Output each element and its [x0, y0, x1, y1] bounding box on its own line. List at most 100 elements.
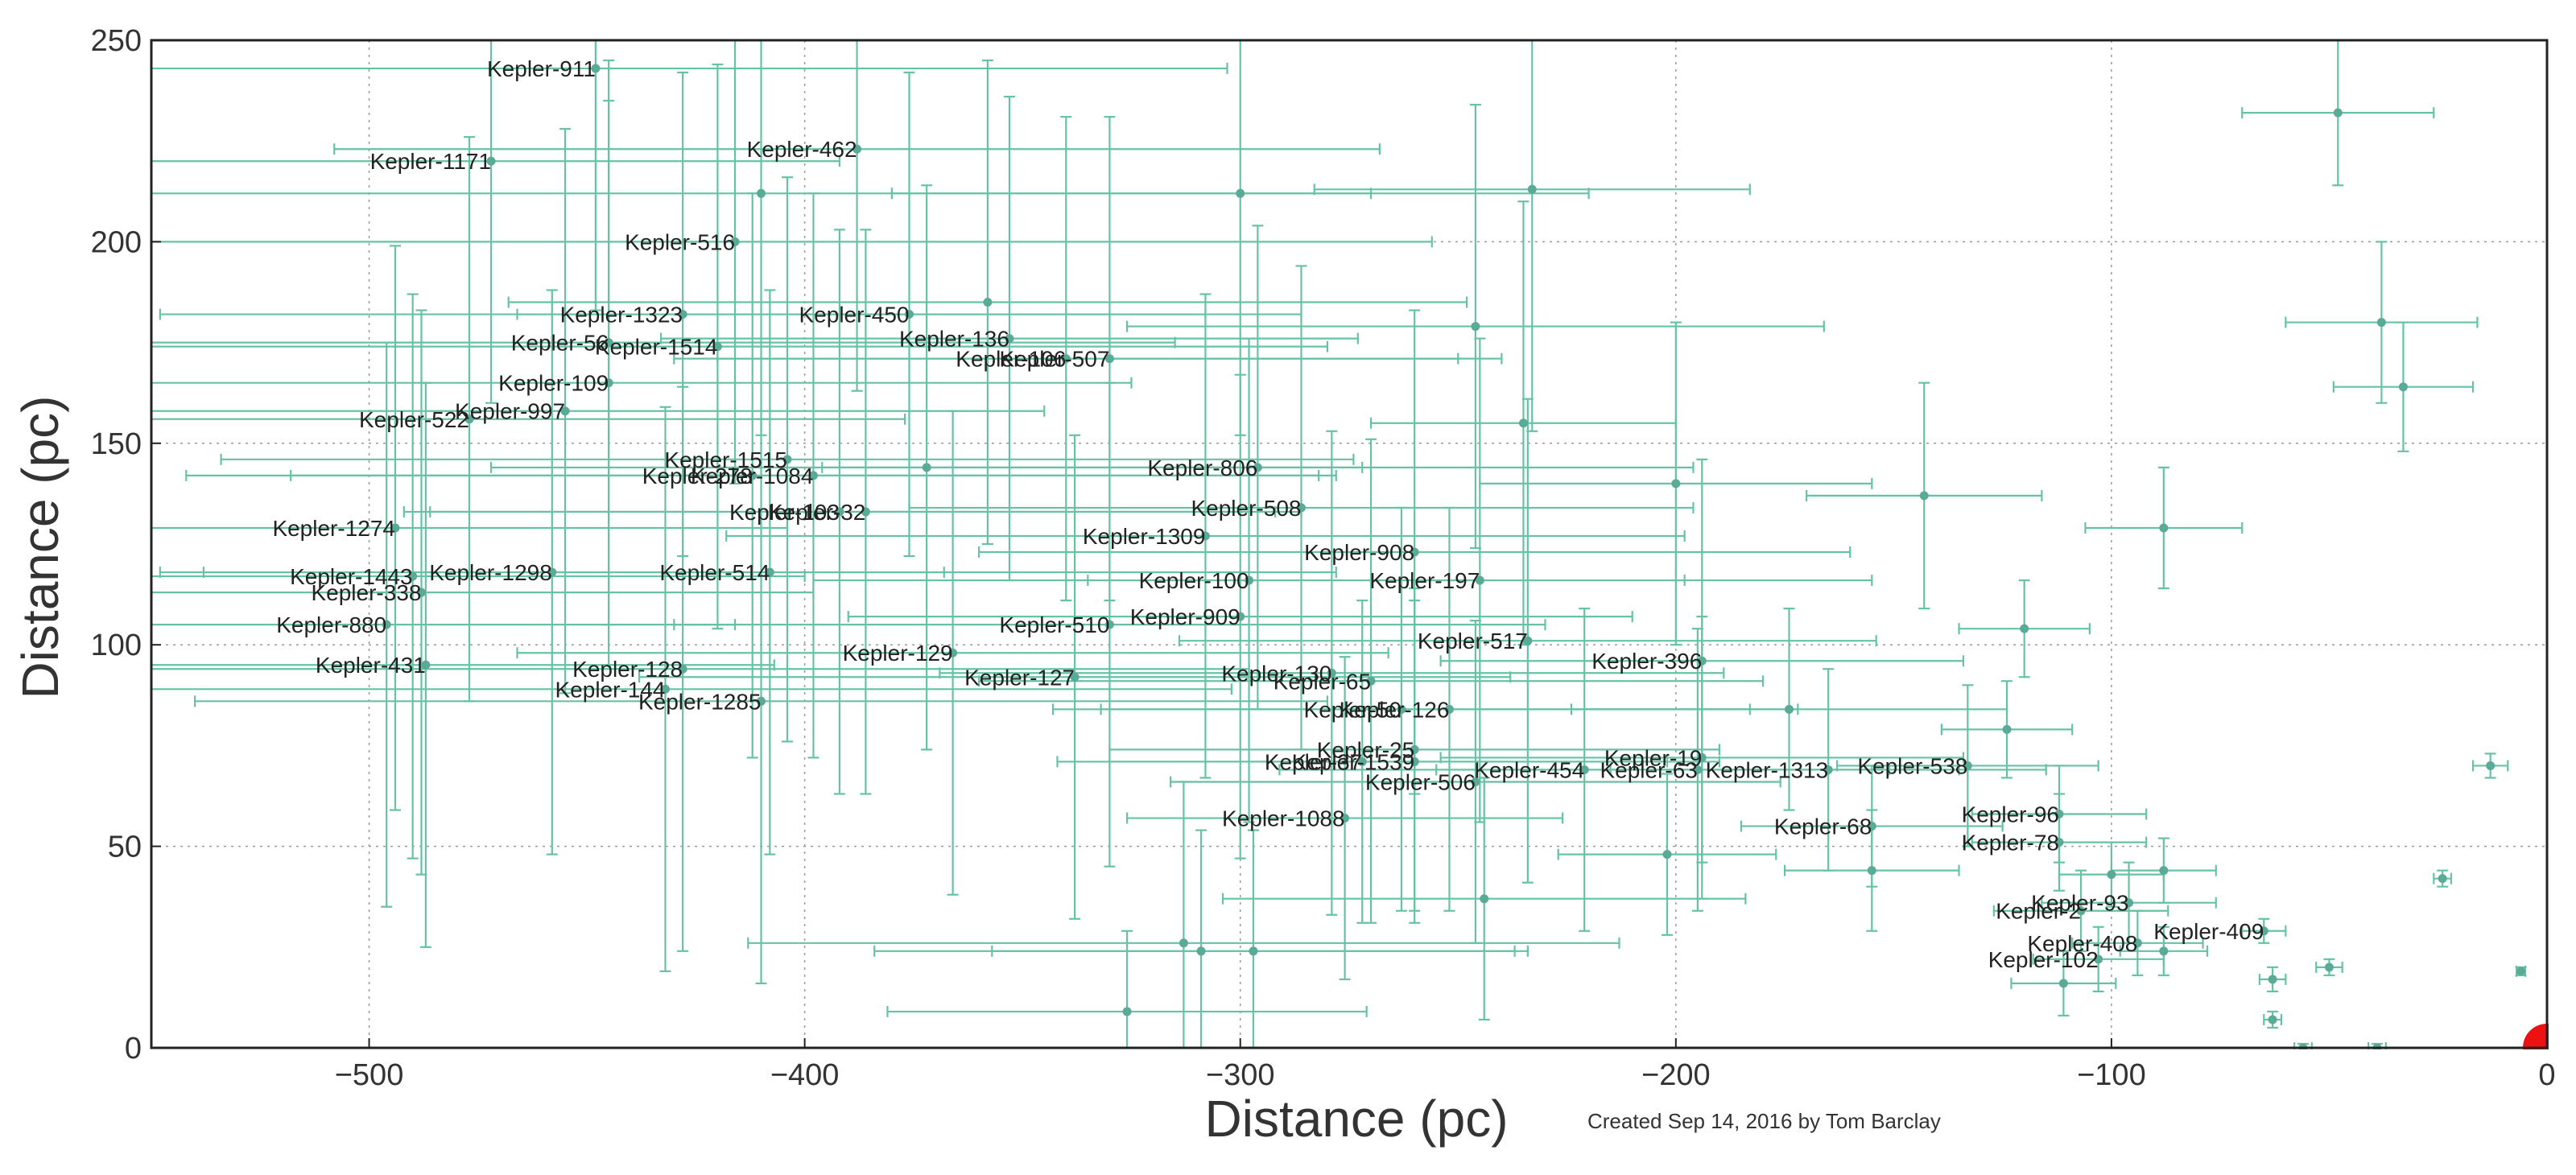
credit-text: Created Sep 14, 2016 by Tom Barclay	[1587, 1109, 1941, 1133]
data-point	[1236, 612, 1245, 621]
data-point	[1005, 334, 1014, 344]
data-point	[2159, 866, 2169, 876]
bottom-margin	[0, 1049, 2576, 1175]
y-tick-label: 250	[91, 24, 142, 58]
data-point	[1471, 777, 1480, 786]
point-label: Kepler-507	[999, 347, 1109, 372]
point-label: Kepler-103	[729, 500, 840, 525]
data-point	[1444, 704, 1454, 714]
y-axis-title: Distance (pc)	[11, 396, 69, 699]
data-point	[757, 696, 766, 706]
data-point	[1410, 757, 1419, 766]
point-label: Kepler-908	[1304, 540, 1414, 565]
data-point	[1785, 704, 1794, 714]
point-label: Kepler-1309	[1083, 524, 1206, 549]
data-point	[2076, 906, 2086, 916]
point-label: Kepler-129	[843, 641, 953, 666]
point-label: Kepler-997	[455, 399, 565, 424]
data-point	[2324, 963, 2334, 972]
point-label: Kepler-102	[1988, 947, 2099, 972]
point-label: Kepler-19	[1604, 745, 1702, 770]
data-point	[1397, 704, 1406, 714]
data-point	[1697, 656, 1707, 666]
data-point	[2107, 870, 2116, 880]
point-label: Kepler-2	[1996, 899, 2081, 924]
data-point	[948, 648, 958, 658]
point-label: Kepler-126	[1339, 697, 1449, 722]
data-point	[904, 310, 914, 320]
data-point	[1061, 354, 1071, 364]
data-point	[1245, 575, 1254, 585]
point-label: Kepler-517	[1418, 629, 1528, 653]
point-label: Kepler-1285	[638, 689, 762, 714]
data-point	[2259, 926, 2268, 936]
data-point	[1963, 761, 1972, 770]
data-point	[2438, 874, 2447, 884]
data-point	[1823, 765, 1833, 774]
data-point	[1296, 503, 1306, 513]
data-point	[2054, 810, 2064, 819]
x-tick-label: −200	[1641, 1058, 1711, 1092]
point-label: Kepler-880	[276, 612, 386, 637]
point-label: Kepler-538	[1857, 753, 1967, 778]
point-label: Kepler-806	[1147, 456, 1257, 480]
data-point	[591, 64, 601, 73]
point-label: Kepler-68	[1774, 814, 1872, 839]
data-point	[408, 571, 418, 581]
y-tick-label: 100	[91, 629, 142, 662]
point-label: Kepler-130	[1221, 661, 1331, 686]
data-point	[2020, 624, 2029, 633]
point-label: Kepler-278	[642, 464, 753, 489]
point-label: Kepler-462	[747, 137, 857, 162]
point-label: Kepler-396	[1591, 649, 1702, 674]
right-margin	[2549, 0, 2576, 1175]
point-label: Kepler-1088	[1222, 806, 1345, 831]
point-label: Kepler-127	[964, 665, 1075, 690]
data-point	[2486, 761, 2496, 770]
x-tick-label: −400	[770, 1058, 840, 1092]
point-label: Kepler-1539	[1292, 749, 1415, 774]
data-point	[712, 342, 722, 352]
data-point	[2094, 954, 2103, 964]
point-label: Kepler-106	[956, 347, 1066, 372]
data-point	[1523, 636, 1533, 645]
point-label: Kepler-32	[768, 500, 865, 525]
point-label: Kepler-37	[1265, 749, 1362, 774]
x-axis-title: Distance (pc)	[1205, 1090, 1509, 1148]
data-point	[1480, 894, 1489, 904]
data-point	[2159, 523, 2169, 533]
data-point	[416, 588, 426, 597]
data-point	[1249, 946, 1258, 956]
data-point	[382, 620, 391, 629]
data-point	[2333, 108, 2343, 118]
data-point	[1527, 184, 1537, 194]
point-label: Kepler-911	[487, 56, 596, 81]
data-point	[560, 406, 570, 416]
data-point	[748, 471, 758, 480]
data-point	[464, 414, 474, 424]
y-tick-label: 150	[91, 427, 142, 461]
data-point	[421, 660, 431, 670]
point-label: Kepler-522	[359, 407, 469, 432]
data-point	[2124, 898, 2134, 908]
point-label: Kepler-1298	[429, 560, 552, 585]
point-label: Kepler-409	[2153, 919, 2264, 944]
point-label: Kepler-909	[1130, 604, 1241, 629]
data-point	[604, 338, 613, 348]
point-label: Kepler-508	[1191, 496, 1301, 521]
point-label: Kepler-93	[2031, 891, 2128, 916]
data-point	[1410, 547, 1419, 557]
y-tick-label: 0	[125, 1032, 142, 1066]
data-point	[2002, 724, 2012, 734]
data-point	[390, 523, 400, 533]
x-tick-label: 0	[2538, 1058, 2555, 1092]
point-label: Kepler-56	[511, 331, 609, 356]
plot-border	[150, 39, 2549, 1049]
data-point	[2398, 382, 2408, 392]
point-label: Kepler-431	[316, 653, 426, 678]
data-point	[486, 156, 496, 166]
data-point	[1104, 354, 1114, 364]
data-point	[678, 310, 687, 320]
x-tick-label: −300	[1206, 1058, 1275, 1092]
